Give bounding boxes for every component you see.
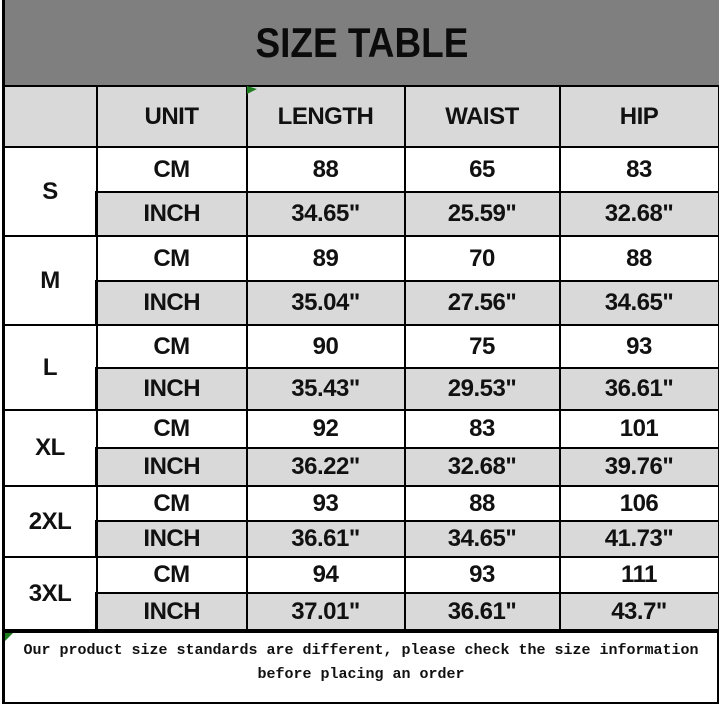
value-cell: 83 bbox=[403, 409, 561, 449]
table-row: INCH 35.43" 29.53" 36.61" bbox=[4, 367, 719, 411]
column-header-unit: UNIT bbox=[95, 85, 248, 148]
size-label-s: S bbox=[2, 146, 98, 237]
value-cell: 32.68" bbox=[558, 191, 719, 237]
value-cell: 93 bbox=[245, 485, 406, 522]
value-cell: 93 bbox=[403, 556, 561, 594]
table-row: 2XL CM 93 88 106 bbox=[2, 485, 719, 558]
value-cell: 39.76" bbox=[558, 447, 719, 487]
table-row: S CM 88 65 83 bbox=[2, 146, 719, 237]
table-row: INCH 34.65" 25.59" 32.68" bbox=[4, 191, 719, 237]
value-cell: 41.73" bbox=[558, 520, 719, 558]
value-cell: 89 bbox=[245, 235, 406, 282]
value-cell: 88 bbox=[558, 235, 719, 282]
value-cell: 88 bbox=[403, 485, 561, 522]
value-cell: 36.61" bbox=[403, 592, 561, 631]
size-label-3xl: 3XL bbox=[2, 556, 98, 631]
unit-cell: CM bbox=[95, 146, 248, 193]
unit-cell: CM bbox=[95, 324, 248, 369]
unit-cell: CM bbox=[95, 409, 248, 449]
table-header-row: UNIT LENGTH WAIST HIP bbox=[2, 85, 719, 148]
value-cell: 36.61" bbox=[245, 520, 406, 558]
value-cell: 88 bbox=[245, 146, 406, 193]
unit-cell: CM bbox=[95, 485, 248, 522]
value-cell: 32.68" bbox=[403, 447, 561, 487]
value-cell: 94 bbox=[245, 556, 406, 594]
size-label-m: M bbox=[2, 235, 98, 326]
value-cell: 70 bbox=[403, 235, 561, 282]
column-header-length: LENGTH bbox=[245, 85, 406, 148]
value-cell: 90 bbox=[245, 324, 406, 369]
value-cell: 75 bbox=[403, 324, 561, 369]
unit-cell: INCH bbox=[95, 447, 248, 487]
value-cell: 34.65" bbox=[245, 191, 406, 237]
table-row: INCH 35.04" 27.56" 34.65" bbox=[4, 280, 719, 326]
value-cell: 65 bbox=[403, 146, 561, 193]
value-cell: 36.22" bbox=[245, 447, 406, 487]
value-cell: 43.7" bbox=[558, 592, 719, 631]
value-cell: 36.61" bbox=[558, 367, 719, 411]
table-row: M CM 89 70 88 bbox=[2, 235, 719, 326]
green-flag-icon bbox=[246, 86, 257, 94]
value-cell: 34.65" bbox=[558, 280, 719, 326]
table-row: L CM 90 75 93 bbox=[2, 324, 719, 411]
value-cell: 101 bbox=[558, 409, 719, 449]
diagonal-corner-cell bbox=[2, 85, 98, 148]
column-header-length-label: LENGTH bbox=[277, 102, 374, 130]
table-row: INCH 37.01" 36.61" 43.7" bbox=[4, 592, 719, 631]
value-cell: 106 bbox=[558, 485, 719, 522]
table-row: 3XL CM 94 93 111 bbox=[2, 556, 719, 631]
banner: SIZE TABLE bbox=[2, 0, 719, 85]
value-cell: 34.65" bbox=[403, 520, 561, 558]
unit-cell: INCH bbox=[95, 367, 248, 411]
column-header-hip: HIP bbox=[558, 85, 719, 148]
page-title: SIZE TABLE bbox=[255, 18, 469, 66]
size-label-2xl: 2XL bbox=[2, 485, 98, 558]
unit-cell: INCH bbox=[95, 520, 248, 558]
unit-cell: INCH bbox=[95, 280, 248, 326]
table-row: INCH 36.22" 32.68" 39.76" bbox=[4, 447, 719, 487]
value-cell: 27.56" bbox=[403, 280, 561, 326]
value-cell: 25.59" bbox=[403, 191, 561, 237]
green-corner-icon bbox=[5, 633, 13, 641]
value-cell: 92 bbox=[245, 409, 406, 449]
size-label-xl: XL bbox=[2, 409, 98, 487]
size-table: UNIT LENGTH WAIST HIP S CM 88 65 83 INCH… bbox=[2, 85, 719, 631]
value-cell: 37.01" bbox=[245, 592, 406, 631]
unit-cell: INCH bbox=[95, 592, 248, 631]
footnote-line-2: before placing an order bbox=[257, 666, 465, 683]
unit-cell: CM bbox=[95, 235, 248, 282]
table-row: INCH 36.61" 34.65" 41.73" bbox=[4, 520, 719, 558]
unit-cell: INCH bbox=[95, 191, 248, 237]
value-cell: 29.53" bbox=[403, 367, 561, 411]
value-cell: 35.04" bbox=[245, 280, 406, 326]
footnote-line-1: Our product size standards are different… bbox=[23, 642, 699, 659]
size-label-l: L bbox=[2, 324, 98, 411]
column-header-waist: WAIST bbox=[403, 85, 561, 148]
value-cell: 111 bbox=[558, 556, 719, 594]
value-cell: 83 bbox=[558, 146, 719, 193]
value-cell: 93 bbox=[558, 324, 719, 369]
value-cell: 35.43" bbox=[245, 367, 406, 411]
table-row: XL CM 92 83 101 bbox=[2, 409, 719, 487]
footnote: Our product size standards are different… bbox=[2, 631, 719, 704]
unit-cell: CM bbox=[95, 556, 248, 594]
